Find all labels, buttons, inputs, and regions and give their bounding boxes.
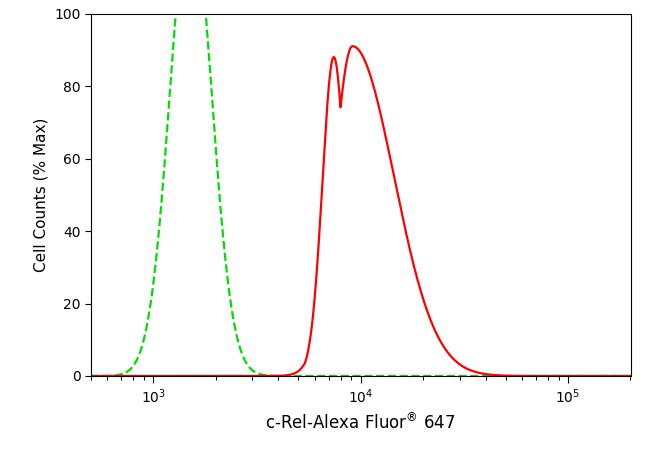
X-axis label: c-Rel-Alexa Fluor$^{\mathregular{\circledR}}$ 647: c-Rel-Alexa Fluor$^{\mathregular{\circle…	[265, 412, 456, 433]
Y-axis label: Cell Counts (% Max): Cell Counts (% Max)	[34, 118, 49, 272]
